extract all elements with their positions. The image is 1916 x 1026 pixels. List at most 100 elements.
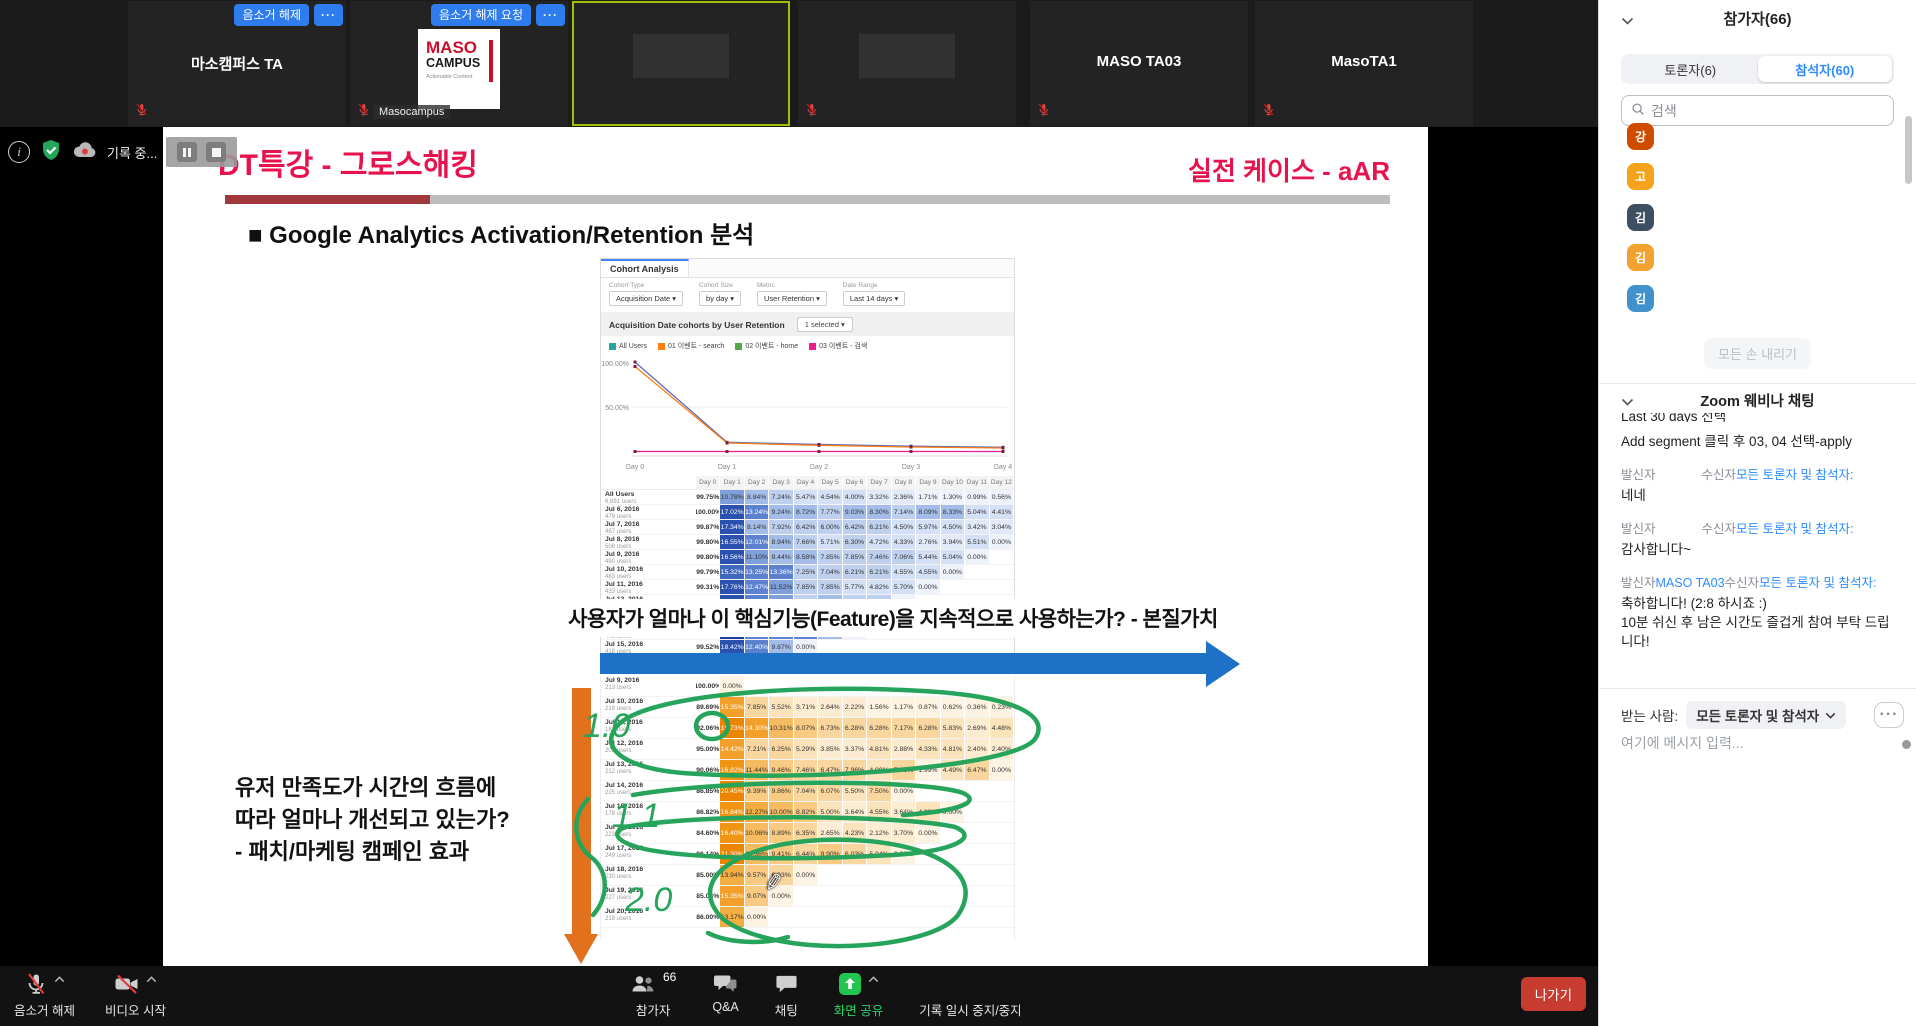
cohort-cell: 9.03% xyxy=(842,505,867,519)
cohort-cell: 99.87% xyxy=(696,520,720,534)
cohort-cell: 6.03% xyxy=(842,844,867,864)
participants-collapse-icon[interactable] xyxy=(1621,12,1634,30)
toolbar-video-muted[interactable]: 비디오 시작 xyxy=(105,972,166,1019)
blue-right-arrow xyxy=(600,653,1206,674)
cohort-cell: 99.80% xyxy=(696,535,720,549)
lower-all-hands-button[interactable]: 모든 손 내리기 xyxy=(1704,338,1811,369)
search-input[interactable]: 검색 xyxy=(1621,95,1894,126)
cohort-cell: 6.21% xyxy=(867,565,891,579)
legend-swatch xyxy=(658,342,666,350)
chat-message-list[interactable]: Last 30 days 선택 Add segment 클릭 후 03, 04 선… xyxy=(1621,413,1900,683)
ga-controls-row: Cohort Type Acquisition Date ▾ Cohort Size… xyxy=(601,278,1014,313)
tab-attendees[interactable]: 참석자(60) xyxy=(1757,56,1892,82)
cohort-row: Jul 11, 2016 433 users 99.31% 17.76% 12.47% 1… xyxy=(601,580,1014,595)
video-tile-3[interactable] xyxy=(572,1,790,126)
cohort-cell: 5.70% xyxy=(891,580,916,594)
cohort-cell xyxy=(892,676,915,696)
unmute-button[interactable]: 음소거 해제 xyxy=(234,4,309,26)
shared-screen-area: DT특강 - 그로스해킹 실전 케이스 - aAR ■ Google Analy… xyxy=(0,127,1598,966)
chat-more-button[interactable]: ··· xyxy=(1874,702,1904,728)
video-tile-2[interactable]: MASO CAMPUS Actionable Content 음소거 해제 요청 ···… xyxy=(350,1,568,126)
cohort-cell: 0.00% xyxy=(989,535,1014,549)
cohort-cell: 7.92% xyxy=(769,520,793,534)
chat-collapse-icon[interactable] xyxy=(1621,393,1634,411)
tile-more-button[interactable]: ··· xyxy=(314,4,343,26)
cohort-cell: 5.04% xyxy=(940,550,965,564)
video-tile-6[interactable]: MasoTA1 xyxy=(1255,1,1473,126)
cohort-cell: 2.69% xyxy=(965,718,989,738)
cohort-cell xyxy=(892,865,915,885)
info-icon[interactable]: i xyxy=(8,141,30,163)
leave-button[interactable]: 나가기 xyxy=(1520,977,1586,1011)
video-tile-1[interactable]: 마소캠퍼스 TA 음소거 해제 ··· xyxy=(128,1,346,126)
video-tile-5[interactable]: MASO TA03 xyxy=(1030,1,1248,126)
cohort-cell: 4.55% xyxy=(867,802,891,822)
caret-up-icon[interactable] xyxy=(146,972,157,986)
participants-icon xyxy=(630,972,656,999)
cohort-cell: 6.25% xyxy=(769,739,793,759)
caret-up-icon[interactable] xyxy=(54,972,65,986)
participants-scrollbar[interactable] xyxy=(1905,116,1912,184)
cohort-cell: 95.00% xyxy=(696,739,720,759)
tab-panelists[interactable]: 토론자(6) xyxy=(1664,62,1717,78)
cohort-cell: 2.40% xyxy=(965,739,989,759)
cohort-cell: 4.81% xyxy=(867,739,891,759)
toolbar-qa[interactable]: Q&A xyxy=(712,972,739,1019)
caret-up-icon[interactable] xyxy=(868,972,879,986)
participant-avatar[interactable]: 김 xyxy=(1627,203,1654,231)
toolbar-participants[interactable]: 66 참가자 xyxy=(630,970,676,1019)
cohort-cell xyxy=(818,676,841,696)
cohort-cell: 2.22% xyxy=(842,697,867,717)
tile-more-button[interactable]: ··· xyxy=(536,4,565,26)
ga-tab-bar: Cohort Analysis xyxy=(601,259,1014,278)
cohort-cell: 86.82% xyxy=(696,802,720,822)
toolbar-share-screen[interactable]: 화면 공유 xyxy=(834,972,883,1019)
cohort-cell: 7.66% xyxy=(793,535,818,549)
shield-check-icon[interactable] xyxy=(39,138,63,167)
cohort-cell: 8.09% xyxy=(916,505,940,519)
cohort-cell: 12.47% xyxy=(744,580,769,594)
video-tile-4[interactable] xyxy=(798,1,1016,126)
chat-message: 발신자MASO TA03수신자모든 토론자 및 참석자: 축하합니다! (2:8 … xyxy=(1621,572,1900,651)
recipient-dropdown[interactable]: 모든 토론자 및 참석자 xyxy=(1686,701,1847,729)
toolbar-record-controls[interactable]: 기록 일시 중지/중지 xyxy=(919,972,1021,1019)
cohort-cell xyxy=(794,676,817,696)
toolbar-chat[interactable]: 채팅 xyxy=(775,972,798,1019)
participant-avatar[interactable]: 김 xyxy=(1627,244,1654,272)
chat-message: Add segment 클릭 후 03, 04 선택-apply xyxy=(1621,434,1852,449)
cohort-cell: 1.71% xyxy=(916,490,940,504)
toolbar-label: 비디오 시작 xyxy=(104,1004,166,1018)
cohort-cell: 0.00% xyxy=(965,550,989,564)
ga-summary-text: Acquisition Date cohorts by User Retenti… xyxy=(609,319,785,330)
chat-message-input[interactable]: 여기에 메시지 입력... xyxy=(1621,735,1744,751)
cohort-cell: 85.00% xyxy=(696,865,720,885)
stop-recording-button[interactable] xyxy=(206,142,227,162)
ga-summary-bar: Acquisition Date cohorts by User Retenti… xyxy=(601,313,1014,336)
cohort-cell: 84.60% xyxy=(696,823,720,843)
cohort-cell: 0.00% xyxy=(744,907,769,927)
participant-avatar[interactable]: 김 xyxy=(1627,284,1654,312)
cohort-cell: 6.73% xyxy=(818,718,842,738)
toolbar-mic-muted[interactable]: 음소거 해제 xyxy=(14,972,75,1019)
participant-avatar[interactable]: 강 xyxy=(1627,123,1654,150)
chat-scrollbar[interactable] xyxy=(1902,740,1911,749)
cohort-row: Jul 10, 2016 483 users 99.79% 15.32% 13.25% 1… xyxy=(601,565,1014,580)
cohort-cell: 99.75% xyxy=(696,490,720,504)
slide-subtitle: 실전 케이스 - aAR xyxy=(1188,156,1390,186)
cohort-cell: 5.71% xyxy=(818,535,842,549)
cohort-cell: 18.42% xyxy=(720,640,744,654)
cohort-cell: 2.40% xyxy=(989,739,1014,759)
legend-swatch xyxy=(609,342,616,350)
cohort-cell: 16.55% xyxy=(720,535,744,549)
cohort-row: Jul 8, 2016 508 users 99.80% 16.55% 12.01% 8.… xyxy=(601,535,1014,550)
unmute-button[interactable]: 음소거 해제 요청 xyxy=(431,4,531,26)
participant-avatar[interactable]: 고 xyxy=(1627,163,1654,191)
cohort-cell: 4.50% xyxy=(891,520,916,534)
day-column-header: Day 1 xyxy=(720,476,744,489)
svg-text:50.00%: 50.00% xyxy=(605,405,629,412)
pause-recording-button[interactable] xyxy=(177,142,198,162)
cohort-cell: 86.00% xyxy=(696,907,720,927)
chat-footer-divider xyxy=(1599,688,1916,689)
